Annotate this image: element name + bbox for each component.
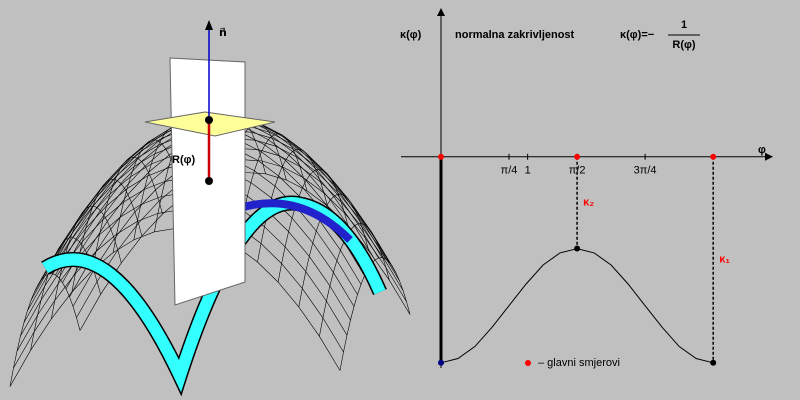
curve-point [710,359,717,366]
center [205,177,213,185]
blue-band [238,199,353,243]
legend-marker [525,360,531,366]
normal-label: n⃗ [219,27,227,39]
radius-label: R(φ) [172,154,195,166]
y-axis-arrow [437,8,445,16]
x-tick-label: π/2 [569,165,586,177]
point [205,116,213,124]
principal-direction [438,153,444,160]
x-tick-label: 1 [525,165,531,177]
chart-title: normalna zakrivljenost [455,29,575,41]
curve-point [438,359,444,366]
formula-denominator: R(φ) [672,39,695,51]
x-tick-label: π/4 [501,165,518,177]
arrow-head [205,20,213,30]
legend-label: – glavni smjerovi [538,357,620,369]
principal-label: κ₂ [583,197,594,209]
principal-label: κ₁ [719,254,730,266]
plot: π/4 1 π/2 3π/4 κ₂ κ₁ – glavni smjerovi [401,8,773,369]
principal-direction [710,153,717,160]
formula-lhs: κ(φ)=− [620,29,654,41]
x-axis-label: φ [758,144,766,156]
y-axis-label: κ(φ) [400,29,422,41]
x-axis-arrow [765,152,773,161]
curve-point [574,245,581,252]
principal-direction [574,153,581,160]
x-tick-label: 3π/4 [634,165,657,177]
formula-numerator: 1 [681,19,687,31]
